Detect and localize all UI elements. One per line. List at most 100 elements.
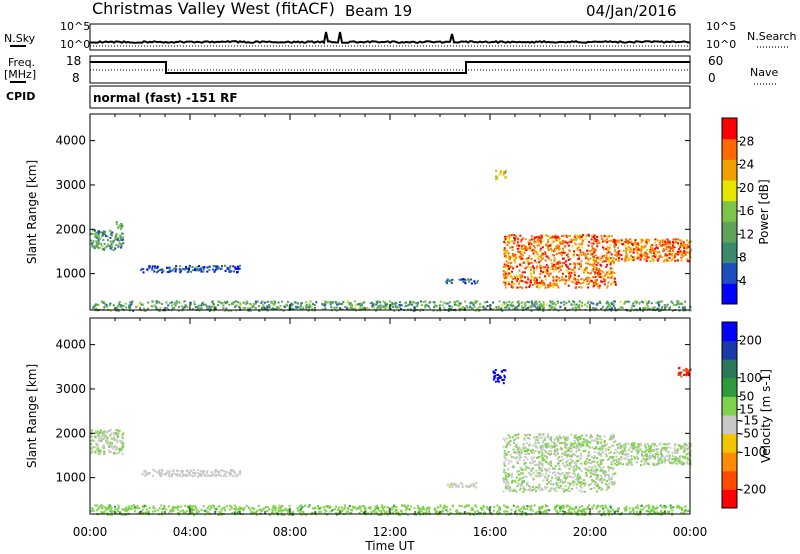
radar-return bbox=[553, 302, 556, 305]
radar-return bbox=[529, 242, 532, 245]
radar-return bbox=[570, 271, 573, 274]
radar-return bbox=[169, 267, 172, 270]
radar-return bbox=[578, 300, 581, 303]
radar-return bbox=[110, 507, 113, 510]
radar-return bbox=[665, 258, 668, 261]
radar-return bbox=[596, 483, 599, 486]
radar-return bbox=[497, 380, 499, 383]
radar-return bbox=[185, 470, 188, 472]
radar-return bbox=[593, 468, 596, 471]
radar-return bbox=[505, 280, 508, 283]
radar-return bbox=[593, 470, 596, 473]
radar-return bbox=[656, 258, 659, 260]
radar-return bbox=[219, 268, 222, 270]
radar-return bbox=[245, 300, 248, 303]
radar-return bbox=[205, 305, 208, 308]
radar-return bbox=[199, 470, 202, 473]
radar-return bbox=[573, 453, 575, 456]
radar-return bbox=[603, 441, 606, 444]
radar-return bbox=[252, 511, 255, 514]
radar-return bbox=[580, 445, 583, 448]
radar-return bbox=[183, 306, 186, 309]
radar-return bbox=[680, 259, 683, 262]
radar-return bbox=[590, 462, 592, 465]
radar-return bbox=[113, 432, 115, 434]
radar-return bbox=[597, 262, 600, 264]
radar-return bbox=[636, 507, 639, 510]
radar-return bbox=[596, 442, 599, 445]
radar-return bbox=[526, 307, 529, 310]
radar-return bbox=[525, 249, 528, 252]
radar-return bbox=[639, 508, 642, 511]
radar-return bbox=[533, 245, 536, 247]
radar-return bbox=[233, 470, 236, 473]
radar-return bbox=[208, 269, 211, 272]
radar-return bbox=[95, 240, 98, 243]
radar-return bbox=[239, 264, 241, 267]
radar-return bbox=[617, 308, 620, 311]
radar-return bbox=[643, 244, 646, 247]
radar-return bbox=[580, 477, 582, 480]
radar-return bbox=[526, 458, 529, 461]
radar-return bbox=[550, 444, 553, 447]
radar-return bbox=[112, 249, 115, 252]
radar-return bbox=[511, 246, 514, 249]
radar-return bbox=[573, 440, 576, 442]
radar-return bbox=[337, 509, 340, 512]
radar-return bbox=[557, 262, 560, 265]
radar-return bbox=[236, 301, 239, 304]
radar-return bbox=[668, 246, 671, 249]
radar-return bbox=[524, 248, 527, 251]
radar-return bbox=[105, 442, 108, 445]
radar-return bbox=[556, 478, 559, 481]
radar-return bbox=[481, 508, 484, 511]
radar-return bbox=[546, 456, 549, 459]
radar-return bbox=[507, 482, 510, 485]
radar-return bbox=[484, 511, 487, 514]
radar-return bbox=[667, 243, 670, 245]
radar-return bbox=[514, 282, 517, 285]
radar-return bbox=[510, 276, 513, 279]
radar-return bbox=[331, 509, 334, 512]
radar-return bbox=[637, 248, 640, 251]
freq-tick-top: 18 bbox=[66, 54, 81, 68]
radar-return bbox=[540, 251, 543, 254]
radar-return bbox=[559, 448, 562, 451]
radar-return bbox=[662, 248, 665, 251]
radar-return bbox=[650, 252, 652, 255]
radar-return bbox=[578, 268, 581, 270]
radar-return bbox=[496, 504, 499, 507]
radar-return bbox=[375, 303, 378, 306]
radar-return bbox=[611, 457, 614, 460]
radar-return bbox=[186, 474, 189, 477]
radar-return bbox=[144, 474, 147, 477]
radar-return bbox=[677, 238, 680, 241]
radar-return bbox=[671, 451, 674, 454]
radar-return bbox=[546, 434, 549, 437]
radar-return bbox=[551, 265, 554, 268]
radar-return bbox=[591, 479, 594, 482]
radar-return bbox=[570, 241, 573, 244]
radar-return bbox=[604, 278, 607, 281]
radar-return bbox=[512, 465, 515, 468]
radar-return bbox=[246, 302, 249, 305]
radar-return bbox=[628, 249, 630, 252]
radar-return bbox=[438, 304, 441, 307]
radar-return bbox=[531, 489, 534, 492]
radar-return bbox=[217, 266, 220, 269]
radar-return bbox=[628, 309, 631, 312]
radar-return bbox=[226, 267, 229, 270]
radar-return bbox=[518, 282, 520, 285]
radar-return bbox=[568, 484, 571, 487]
radar-return bbox=[508, 300, 511, 303]
radar-return bbox=[502, 477, 505, 480]
radar-return bbox=[553, 284, 556, 287]
radar-return bbox=[521, 482, 524, 485]
radar-return bbox=[175, 268, 178, 270]
radar-return bbox=[300, 301, 303, 304]
radar-return bbox=[603, 280, 606, 283]
radar-return bbox=[595, 505, 598, 508]
radar-return bbox=[468, 504, 470, 507]
radar-return bbox=[579, 436, 581, 439]
radar-return bbox=[246, 307, 249, 310]
